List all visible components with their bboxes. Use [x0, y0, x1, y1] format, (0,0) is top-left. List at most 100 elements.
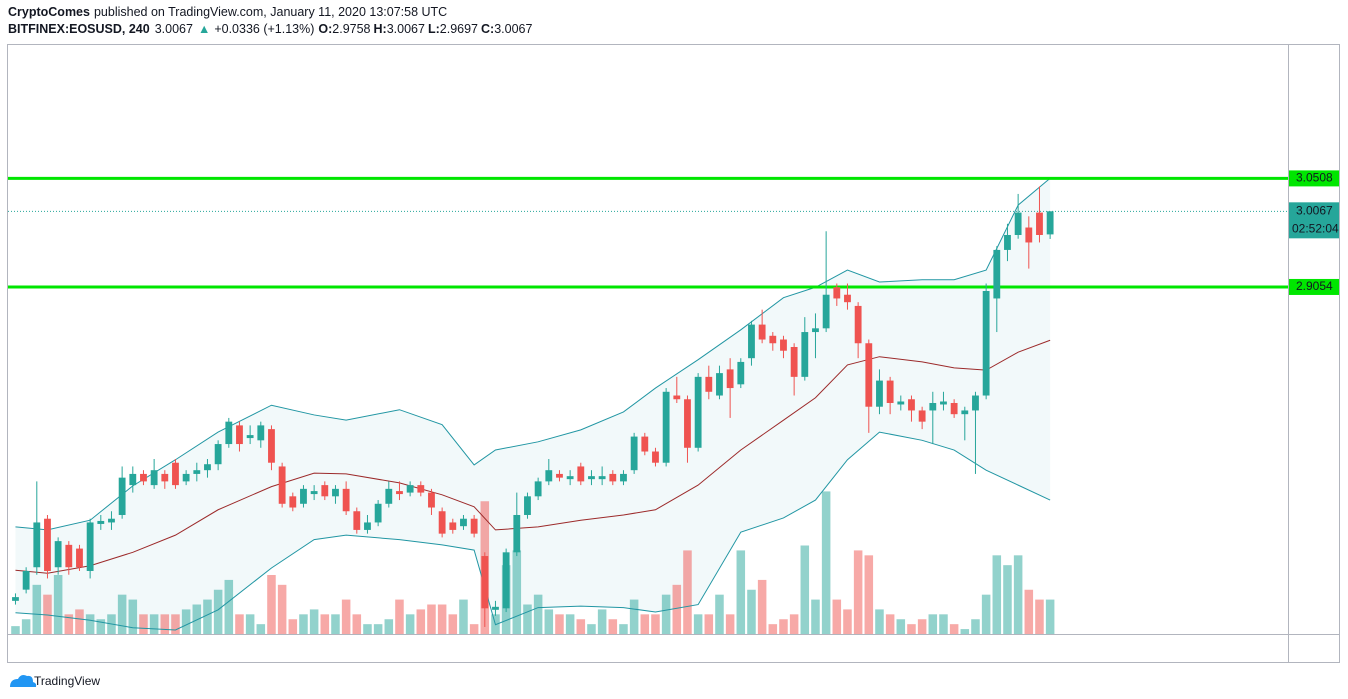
volume-bar	[811, 599, 820, 634]
volume-bar	[299, 614, 308, 634]
volume-bar	[832, 599, 842, 634]
volume-bar	[651, 614, 660, 634]
volume-bar	[267, 575, 276, 634]
volume-bar	[53, 575, 63, 634]
volume-bar	[512, 550, 522, 634]
candle-body	[492, 606, 499, 610]
candle-body	[780, 339, 787, 351]
candle-body	[726, 369, 734, 389]
candle-body	[844, 294, 851, 303]
volume-bar	[1045, 599, 1055, 634]
candle-body	[854, 305, 862, 344]
l-label: L:	[428, 22, 440, 36]
candle-body	[566, 476, 574, 480]
candle-body	[950, 402, 958, 415]
candle-body	[961, 410, 969, 415]
volume-bar	[896, 619, 906, 634]
volume-bar	[416, 609, 426, 634]
volume-bar	[1035, 599, 1044, 634]
candle-body	[684, 399, 691, 448]
hline-label-box	[1289, 170, 1339, 187]
volume-bar	[331, 614, 340, 634]
volume-bar	[949, 624, 959, 634]
volume-bar	[203, 599, 212, 634]
c-value: 3.0067	[494, 22, 532, 36]
volume-bar	[725, 614, 735, 634]
volume-bar	[971, 619, 980, 634]
volume-bar	[160, 614, 170, 634]
candle-body	[257, 425, 265, 441]
band-line	[15, 339, 1051, 574]
volume-bar	[448, 614, 458, 634]
last-price-label: 3.0067	[1296, 203, 1333, 217]
volume-bar	[939, 614, 948, 634]
candle-body	[769, 335, 777, 344]
candle-body	[673, 395, 681, 400]
candle-body	[737, 361, 745, 385]
candle-body	[406, 485, 414, 493]
volume-bar	[907, 624, 916, 634]
candle-body	[812, 328, 819, 333]
volume-bar	[587, 624, 596, 634]
volume-bar	[384, 619, 394, 634]
candle-body	[577, 466, 585, 482]
symbol: BITFINEX:EOSUSD, 240	[8, 22, 150, 36]
candle-body	[1036, 212, 1043, 235]
candle-body	[364, 522, 371, 530]
volume-bar	[427, 604, 436, 634]
candle-body	[993, 249, 1001, 299]
hline-label: 2.9054	[1296, 279, 1333, 293]
volume-bar	[640, 614, 650, 634]
volume-bar	[960, 629, 970, 634]
volume-bar	[405, 614, 415, 634]
volume-bar	[288, 619, 298, 634]
volume-bar	[75, 609, 84, 634]
volume-bar	[981, 594, 991, 634]
volume-bar	[619, 624, 628, 634]
volume-bar	[544, 609, 554, 634]
volume-bar	[1003, 565, 1012, 634]
candle-body	[833, 287, 841, 299]
volume-bar	[171, 614, 180, 634]
candle-body	[470, 518, 478, 534]
candle-body	[748, 324, 755, 359]
candle-body	[620, 473, 627, 482]
candle-body	[982, 290, 990, 396]
candle-body	[140, 473, 147, 482]
candle-body	[150, 470, 158, 486]
volume-bar	[576, 619, 586, 634]
candle-body	[524, 496, 531, 515]
volume-bar	[779, 619, 788, 634]
candle-body	[129, 473, 137, 486]
candle-body	[97, 520, 105, 524]
candle-body	[449, 522, 457, 530]
candle-body	[588, 476, 595, 480]
candle-body	[118, 477, 126, 515]
volume-bar	[149, 614, 159, 634]
volume-bar	[181, 609, 191, 634]
volume-bar	[768, 624, 778, 634]
candle-body	[694, 376, 702, 448]
volume-bar	[469, 624, 479, 634]
candle-body	[790, 346, 798, 377]
volume-bar	[352, 614, 362, 634]
volume-bar	[715, 594, 724, 634]
volume-bar	[235, 614, 244, 634]
candle-body	[44, 518, 51, 571]
volume-bar	[875, 609, 884, 634]
volume-bar	[213, 589, 223, 634]
candle-body	[214, 444, 222, 465]
candle-body	[321, 485, 329, 497]
candle-body	[332, 488, 339, 497]
candle-body	[278, 466, 286, 504]
volume-bar	[533, 594, 543, 634]
candle-body	[652, 451, 659, 463]
candle-body	[556, 473, 563, 478]
volume-bar	[459, 599, 468, 634]
candle-body	[865, 343, 873, 407]
volume-bar	[437, 604, 447, 634]
volume-bar	[373, 624, 383, 634]
volume-bar	[693, 614, 703, 634]
volume-bar	[1013, 555, 1023, 634]
price-axis-frame	[1288, 44, 1340, 663]
